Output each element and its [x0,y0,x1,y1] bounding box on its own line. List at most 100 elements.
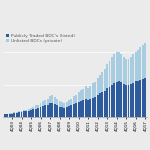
Bar [99,93,101,117]
Bar [130,57,132,84]
Bar [97,95,99,117]
Bar [14,113,15,117]
Bar [106,64,108,88]
Bar [25,111,27,117]
Bar [63,108,65,117]
Bar [106,88,108,117]
Bar [118,52,120,81]
Bar [70,105,72,117]
Bar [111,85,113,117]
Bar [142,45,144,79]
Bar [130,84,132,117]
Bar [32,107,34,109]
Bar [73,96,75,104]
Bar [51,95,53,103]
Bar [11,113,13,114]
Bar [137,50,139,81]
Bar [78,102,80,117]
Bar [135,81,137,117]
Bar [28,109,30,111]
Bar [125,85,127,117]
Bar [59,101,60,107]
Bar [59,107,60,117]
Bar [113,54,115,83]
Bar [9,113,11,114]
Bar [116,82,118,117]
Bar [4,114,6,117]
Bar [47,105,49,117]
Bar [113,83,115,117]
Bar [101,72,103,92]
Bar [68,100,70,106]
Bar [80,90,82,101]
Bar [128,85,129,117]
Bar [87,100,89,117]
Bar [28,111,30,117]
Bar [104,69,106,90]
Bar [142,79,144,117]
Bar [66,107,68,117]
Bar [6,114,8,117]
Bar [49,96,51,103]
Bar [97,78,99,95]
Bar [44,100,46,105]
Bar [40,103,42,107]
Bar [61,102,63,107]
Bar [87,88,89,100]
Bar [94,97,96,117]
Bar [14,112,15,113]
Bar [11,114,13,117]
Bar [61,107,63,117]
Bar [90,99,91,117]
Bar [63,103,65,108]
Bar [32,109,34,117]
Bar [35,105,37,109]
Bar [104,90,106,117]
Bar [92,98,94,117]
Bar [25,110,27,111]
Bar [37,105,39,108]
Bar [16,113,18,117]
Bar [137,81,139,117]
Bar [139,47,141,80]
Bar [18,112,20,117]
Bar [35,109,37,117]
Bar [9,114,11,117]
Bar [47,99,49,105]
Bar [42,106,44,117]
Bar [68,106,70,117]
Bar [66,102,68,107]
Bar [30,110,32,117]
Bar [54,104,56,117]
Bar [23,111,25,117]
Bar [56,105,58,117]
Bar [42,102,44,106]
Bar [54,97,56,104]
Bar [82,88,84,100]
Bar [75,103,77,117]
Bar [30,108,32,110]
Bar [144,43,146,78]
Bar [90,86,91,99]
Bar [139,80,141,117]
Bar [75,95,77,103]
Bar [80,101,82,117]
Bar [108,87,110,117]
Bar [99,75,101,93]
Bar [21,111,22,112]
Bar [51,103,53,117]
Legend: Publicly Traded BDC's (listed), Unlisted BDCs (private): Publicly Traded BDC's (listed), Unlisted… [5,34,75,44]
Bar [37,108,39,117]
Bar [132,83,134,117]
Bar [23,110,25,111]
Bar [94,82,96,97]
Bar [78,92,80,102]
Bar [21,112,22,117]
Bar [16,112,18,113]
Bar [120,82,122,117]
Bar [85,99,87,117]
Bar [82,100,84,117]
Bar [49,103,51,117]
Bar [85,86,87,99]
Bar [116,52,118,82]
